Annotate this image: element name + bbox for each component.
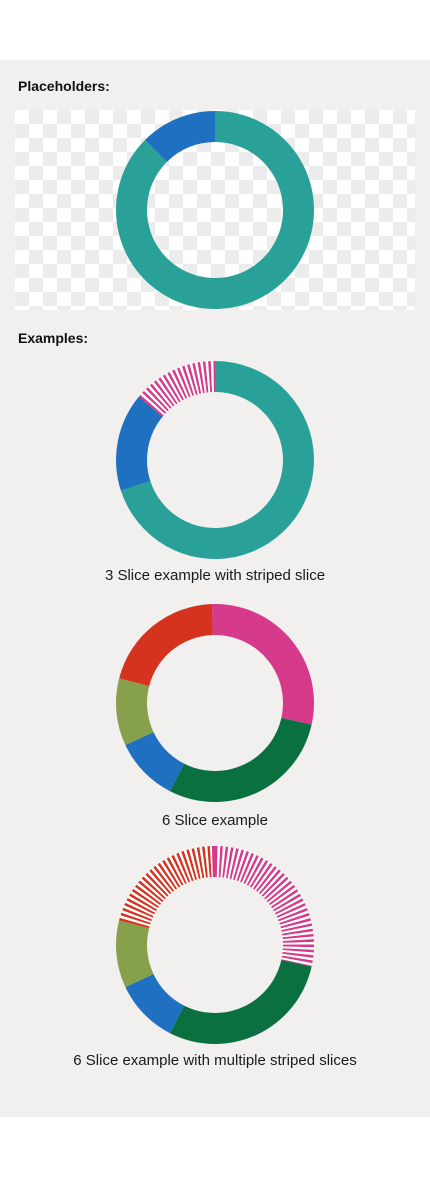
donut-3-slice-0-striped [215,846,314,967]
donut-0-slice-0 [115,111,314,309]
donut-2-slice-3 [115,678,154,746]
donut-chart-3-slice-striped [116,361,315,559]
caption-6-slice: 6 Slice example [162,812,268,829]
donut-3-slice-2 [125,973,185,1034]
checkerboard-background [15,110,415,310]
donut-2-slice-0 [215,604,314,725]
donut-chart-6-slice-striped [116,846,314,1044]
charts-panel: Placeholders: Examples: 3 Slice example … [0,60,430,1117]
donut-2-slice-5 [211,604,215,636]
donut-3-slice-3 [116,920,154,988]
donut-3-slice-1 [170,959,312,1044]
donut-2-slice-2 [125,731,185,792]
caption-6-slice-multi-striped: 6 Slice example with multiple striped sl… [73,1052,357,1069]
donut-1-slice-2-striped [138,361,215,417]
donut-1-slice-1 [116,396,163,491]
donut-chart-6-slice [115,604,314,802]
donut-1-slice-0 [120,361,315,559]
donut-2-slice-1 [170,717,312,802]
donut-3-slice-4-striped [119,846,213,929]
donut-2-slice-4 [119,604,213,687]
caption-3-slice-striped: 3 Slice example with striped slice [104,567,326,584]
examples-heading: Examples: [18,330,89,346]
placeholders-heading: Placeholders: [18,78,110,94]
donut-3-slice-5 [211,846,215,878]
donut-0-slice-1 [144,111,215,162]
placeholder-donut-chart [115,111,314,309]
